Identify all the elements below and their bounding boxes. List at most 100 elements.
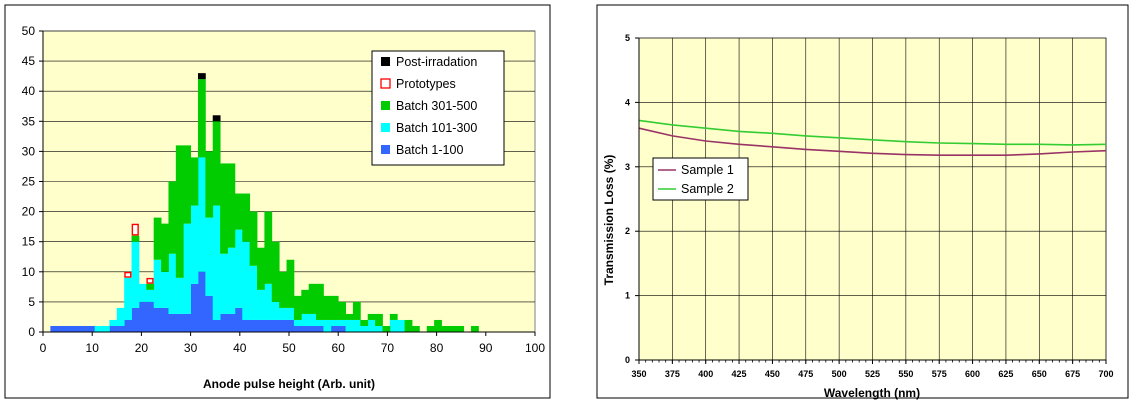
histogram-bar [227, 163, 236, 248]
histogram-x-tick-label: 40 [233, 341, 247, 355]
histogram-bar [271, 241, 280, 302]
histogram-bar [124, 277, 132, 320]
histogram-bar [352, 301, 361, 320]
histogram-bar [308, 313, 317, 326]
histogram-bar [397, 319, 406, 332]
histogram-bar [168, 313, 177, 332]
histogram-bar [360, 325, 369, 332]
histogram-bar [323, 319, 332, 332]
histogram-bar [116, 307, 125, 326]
histogram-bar [257, 247, 265, 290]
histogram-bar [183, 145, 191, 224]
transmission-series-lines [638, 119, 1107, 156]
histogram-legend-label: Batch 1-100 [396, 143, 463, 157]
histogram-bar [264, 283, 273, 320]
histogram-bar [330, 325, 339, 332]
histogram-bar [316, 283, 324, 320]
histogram-bar [220, 163, 228, 254]
transmission-series-line [638, 119, 1107, 146]
histogram-bar [109, 325, 118, 332]
histogram-bar [212, 319, 221, 332]
histogram-bar [257, 289, 265, 320]
histogram-bar [301, 289, 310, 314]
transmission-y-tick-label: 0 [625, 355, 630, 365]
transmission-x-tick-label: 400 [698, 369, 713, 379]
histogram-bar [212, 121, 221, 206]
transmission-x-tick-label: 625 [998, 369, 1013, 379]
histogram-bar [293, 319, 302, 326]
histogram-bar [375, 325, 383, 332]
histogram-x-tick-label: 0 [40, 341, 47, 355]
transmission-x-tick-label: 575 [932, 369, 947, 379]
histogram-bar [375, 313, 383, 326]
histogram-bar [50, 325, 59, 332]
histogram-bars [50, 73, 479, 332]
transmission-y-tick-label: 1 [625, 291, 630, 301]
histogram-legend-box [371, 50, 505, 166]
histogram-x-tick-label: 80 [430, 341, 444, 355]
histogram-bar [308, 283, 317, 314]
histogram-bar [146, 283, 155, 290]
histogram-legend-label: Batch 301-500 [396, 99, 477, 113]
histogram-chart: 0 5 10 15 20 25 30 35 40 45 50 0 10 20 30 40 50 60 70 80 90 1… [4, 4, 551, 399]
histogram-bar [183, 223, 191, 314]
histogram-bar [330, 319, 339, 326]
histogram-bar [131, 223, 139, 236]
histogram-x-tick-label: 30 [184, 341, 198, 355]
histogram-bar [242, 241, 251, 320]
histogram-bar [153, 307, 162, 332]
histogram-bar [190, 157, 199, 206]
histogram-legend-label: Post-irradation [396, 55, 477, 69]
histogram-bar [124, 271, 132, 278]
histogram-bar [316, 319, 324, 326]
histogram-y-tick-label: 5 [28, 295, 35, 309]
histogram-y-tick-label: 45 [22, 54, 36, 68]
histogram-bar [242, 193, 251, 242]
transmission-x-tick-label: 350 [631, 369, 646, 379]
histogram-legend-swatch [381, 101, 390, 110]
transmission-series-line [638, 127, 1107, 156]
histogram-bar [175, 313, 184, 332]
transmission-y-tick-label: 3 [625, 162, 630, 172]
histogram-bar [345, 319, 354, 332]
histogram-bar [57, 325, 66, 332]
histogram-y-tick-label: 15 [22, 235, 36, 249]
histogram-bar [316, 325, 324, 332]
histogram-bar [102, 325, 110, 332]
transmission-x-tick-label: 675 [1065, 369, 1080, 379]
histogram-x-tick-label: 100 [525, 341, 545, 355]
transmission-x-tick-label: 450 [765, 369, 780, 379]
histogram-bar [338, 301, 346, 320]
histogram-bar [286, 307, 295, 320]
histogram-bar [138, 301, 147, 332]
transmission-legend-box [652, 157, 749, 201]
histogram-bar [65, 325, 73, 332]
histogram-bar [227, 313, 236, 332]
histogram-bar [146, 289, 155, 302]
histogram-bar [94, 325, 103, 332]
histogram-bar [220, 313, 228, 332]
transmission-x-tick-label: 375 [665, 369, 680, 379]
histogram-x-tick-label: 50 [282, 341, 296, 355]
histogram-bar [234, 229, 243, 308]
histogram-y-tick-label: 10 [22, 265, 36, 279]
histogram-bar [242, 319, 251, 332]
histogram-bar [441, 325, 450, 332]
histogram-legend: Post-irradation Prototypes Batch 301-500 Ba… [371, 50, 505, 166]
transmission-y-axis-title: Transmission Loss (%) [602, 155, 616, 286]
transmission-x-tick-label: 550 [898, 369, 913, 379]
histogram-bar [175, 145, 184, 278]
histogram-bar [426, 325, 435, 332]
transmission-x-tick-label: 600 [965, 369, 980, 379]
histogram-bar [271, 319, 280, 332]
transmission-x-tick-label: 500 [832, 369, 847, 379]
histogram-y-tick-label: 50 [22, 24, 36, 38]
transmission-y-tick-label: 5 [625, 33, 630, 43]
histogram-bar [360, 319, 369, 326]
histogram-y-tick-label: 35 [22, 114, 36, 128]
histogram-bar [264, 211, 273, 284]
histogram-bar [367, 313, 376, 320]
histogram-bar [131, 307, 140, 332]
transmission-y-tick-label: 4 [625, 97, 630, 107]
